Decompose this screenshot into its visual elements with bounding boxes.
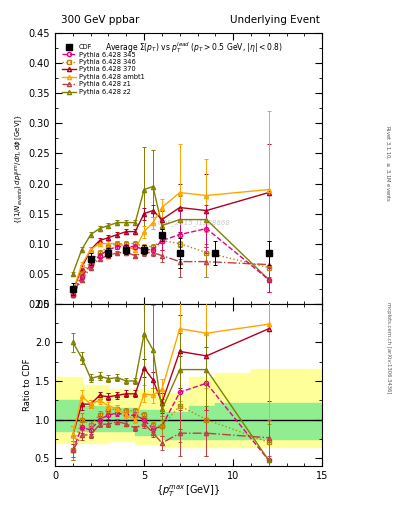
Text: CDF_2015_I1388868: CDF_2015_I1388868 — [158, 219, 230, 226]
Legend: CDF, Pythia 6.428 345, Pythia 6.428 346, Pythia 6.428 370, Pythia 6.428 ambt1, P: CDF, Pythia 6.428 345, Pythia 6.428 346,… — [61, 44, 145, 96]
Text: 300 GeV ppbar: 300 GeV ppbar — [61, 14, 139, 25]
X-axis label: $\{p_T^{max}\, [\mathrm{GeV}]\}$: $\{p_T^{max}\, [\mathrm{GeV}]\}$ — [156, 483, 221, 499]
Text: Underlying Event: Underlying Event — [230, 14, 320, 25]
Y-axis label: $\{(1/N_{events})\, dp_T^{sum}/d\eta, d\phi\, [\mathrm{GeV}]\}$: $\{(1/N_{events})\, dp_T^{sum}/d\eta, d\… — [14, 113, 26, 224]
Text: Rivet 3.1.10, $\geq$ 3.1M events: Rivet 3.1.10, $\geq$ 3.1M events — [384, 125, 391, 202]
Y-axis label: Ratio to CDF: Ratio to CDF — [23, 358, 32, 411]
Text: mcplots.cern.ch [arXiv:1306.3436]: mcplots.cern.ch [arXiv:1306.3436] — [386, 303, 391, 394]
Text: Average $\Sigma(p_T)$ vs $p_T^{lead}$ ($p_T > 0.5$ GeV, $|\eta| < 0.8$): Average $\Sigma(p_T)$ vs $p_T^{lead}$ ($… — [105, 40, 283, 55]
